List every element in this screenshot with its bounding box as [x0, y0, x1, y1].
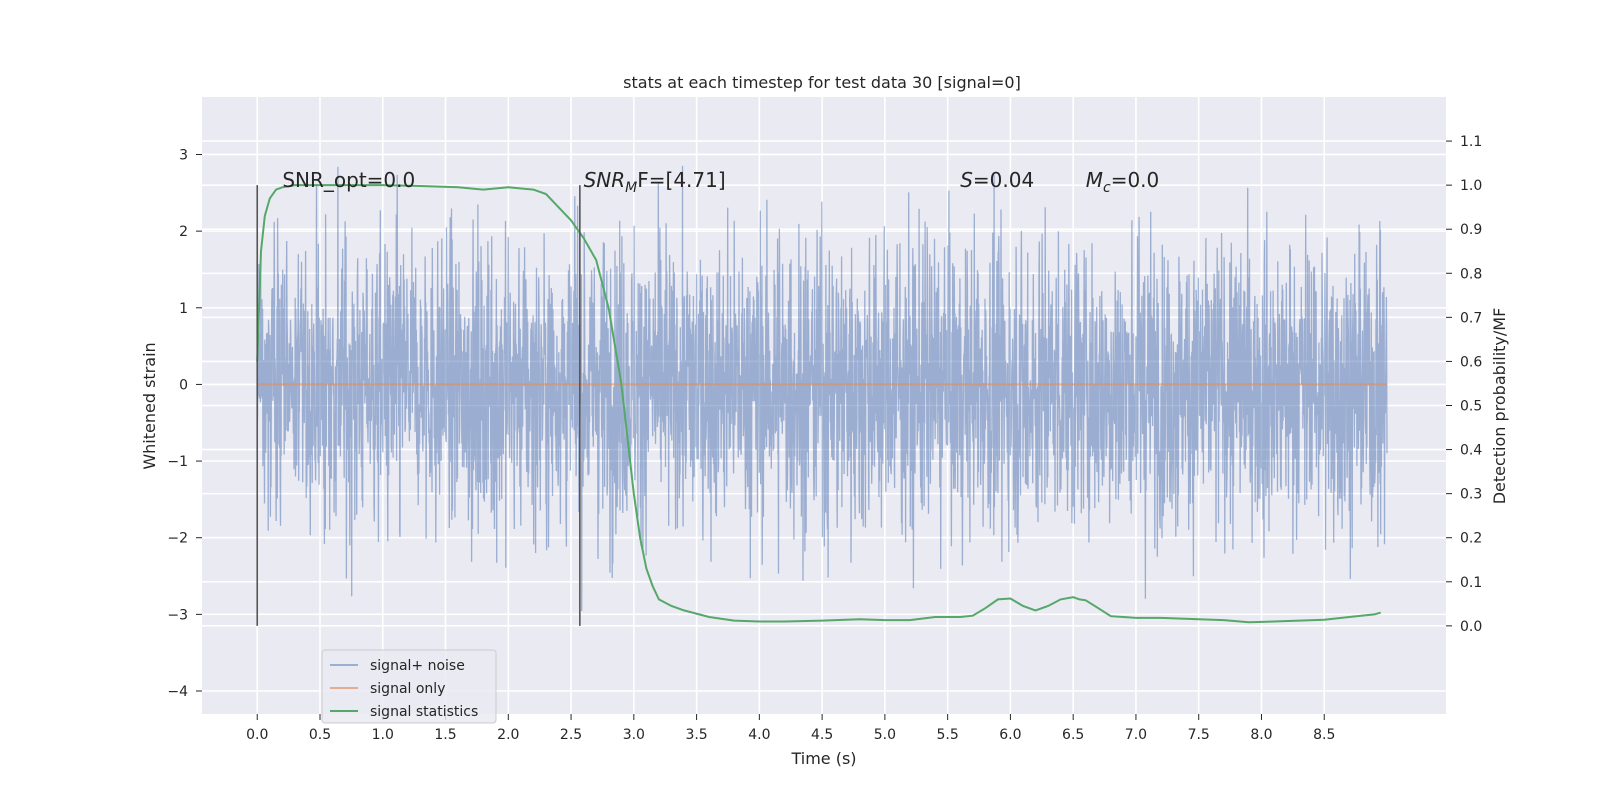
x-tick-label: 7.5: [1188, 727, 1210, 743]
legend-label: signal statistics: [370, 704, 478, 720]
y-axis-label: Whitened strain: [140, 342, 159, 469]
x-tick-label: 0.0: [246, 727, 268, 743]
x-tick-label: 4.0: [748, 727, 770, 743]
x-tick-label: 5.5: [937, 727, 959, 743]
right-tick-label: 1.1: [1460, 134, 1482, 150]
x-tick-label: 2.5: [560, 727, 582, 743]
x-tick-label: 3.0: [623, 727, 645, 743]
x-tick-label: 8.0: [1250, 727, 1272, 743]
y-tick-label: 3: [179, 147, 188, 163]
annotations: SNR_opt=0.0 SNRMF=[4.71] S=0.04 Mc=0.0: [282, 168, 1159, 196]
right-tick-label: 0.9: [1460, 222, 1482, 238]
x-tick-label: 6.0: [999, 727, 1021, 743]
right-tick-label: 0.3: [1460, 487, 1482, 503]
chart-title: stats at each timestep for test data 30 …: [623, 73, 1021, 92]
legend-label: signal+ noise: [370, 658, 465, 674]
right-axis-label: Detection probability/MF: [1490, 308, 1509, 505]
vertical-markers: [256, 185, 581, 626]
annotation-text: Mc=0.0: [1086, 168, 1160, 196]
x-tick-label: 7.0: [1125, 727, 1147, 743]
right-tick-label: 0.4: [1460, 443, 1482, 459]
right-tick-label: 0.8: [1460, 266, 1482, 282]
legend-box: [321, 649, 497, 724]
y-tick-label: 1: [179, 301, 188, 317]
signal-noise-line: [256, 165, 1388, 612]
right-tick-label: 0.2: [1460, 531, 1482, 547]
y-tick-label: 0: [179, 377, 188, 393]
x-tick-label: 2.0: [497, 727, 519, 743]
y-axis-ticks: −4 −3 −2 −1 0 1 2 3: [167, 147, 202, 700]
x-tick-label: 4.5: [811, 727, 833, 743]
series-signal-noise: [256, 165, 1388, 612]
y-tick-label: −2: [167, 531, 188, 547]
x-axis-label: Time (s): [790, 749, 856, 768]
annotation-text: SNR_opt=0.0: [282, 168, 415, 192]
y-tick-label: −3: [167, 607, 188, 623]
y-tick-label: −1: [167, 454, 188, 470]
right-tick-label: 1.0: [1460, 178, 1482, 194]
legend-label: signal only: [370, 681, 445, 697]
x-tick-label: 3.5: [685, 727, 707, 743]
x-axis-ticks: 0.0 0.5 1.0 1.5 2.0 2.5 3.0 3.5 4.0 4.5 5.0 5.5 6.0 6…: [246, 714, 1335, 743]
x-tick-label: 0.5: [309, 727, 331, 743]
right-axis-ticks: 0.0 0.1 0.2 0.3 0.4 0.5 0.6 0.7 0.8 0.9 1.0 1.1: [1446, 134, 1482, 635]
x-tick-label: 1.0: [372, 727, 394, 743]
x-tick-label: 8.5: [1313, 727, 1335, 743]
y-tick-label: −4: [167, 684, 188, 700]
right-tick-label: 0.1: [1460, 575, 1482, 591]
right-tick-label: 0.6: [1460, 354, 1482, 370]
signal-statistics-line: [256, 184, 1381, 624]
legend: signal+ noise signal only signal statistic…: [321, 649, 497, 724]
y-tick-label: 2: [179, 224, 188, 240]
annotation-text: S=0.04: [960, 168, 1034, 192]
x-tick-label: 5.0: [874, 727, 896, 743]
right-tick-label: 0.5: [1460, 399, 1482, 415]
x-tick-label: 1.5: [434, 727, 456, 743]
series-lines: [256, 184, 1387, 624]
x-tick-label: 6.5: [1062, 727, 1084, 743]
right-tick-label: 0.7: [1460, 310, 1482, 326]
annotation-text: SNRMF=[4.71]: [584, 168, 726, 196]
right-tick-label: 0.0: [1460, 619, 1482, 635]
